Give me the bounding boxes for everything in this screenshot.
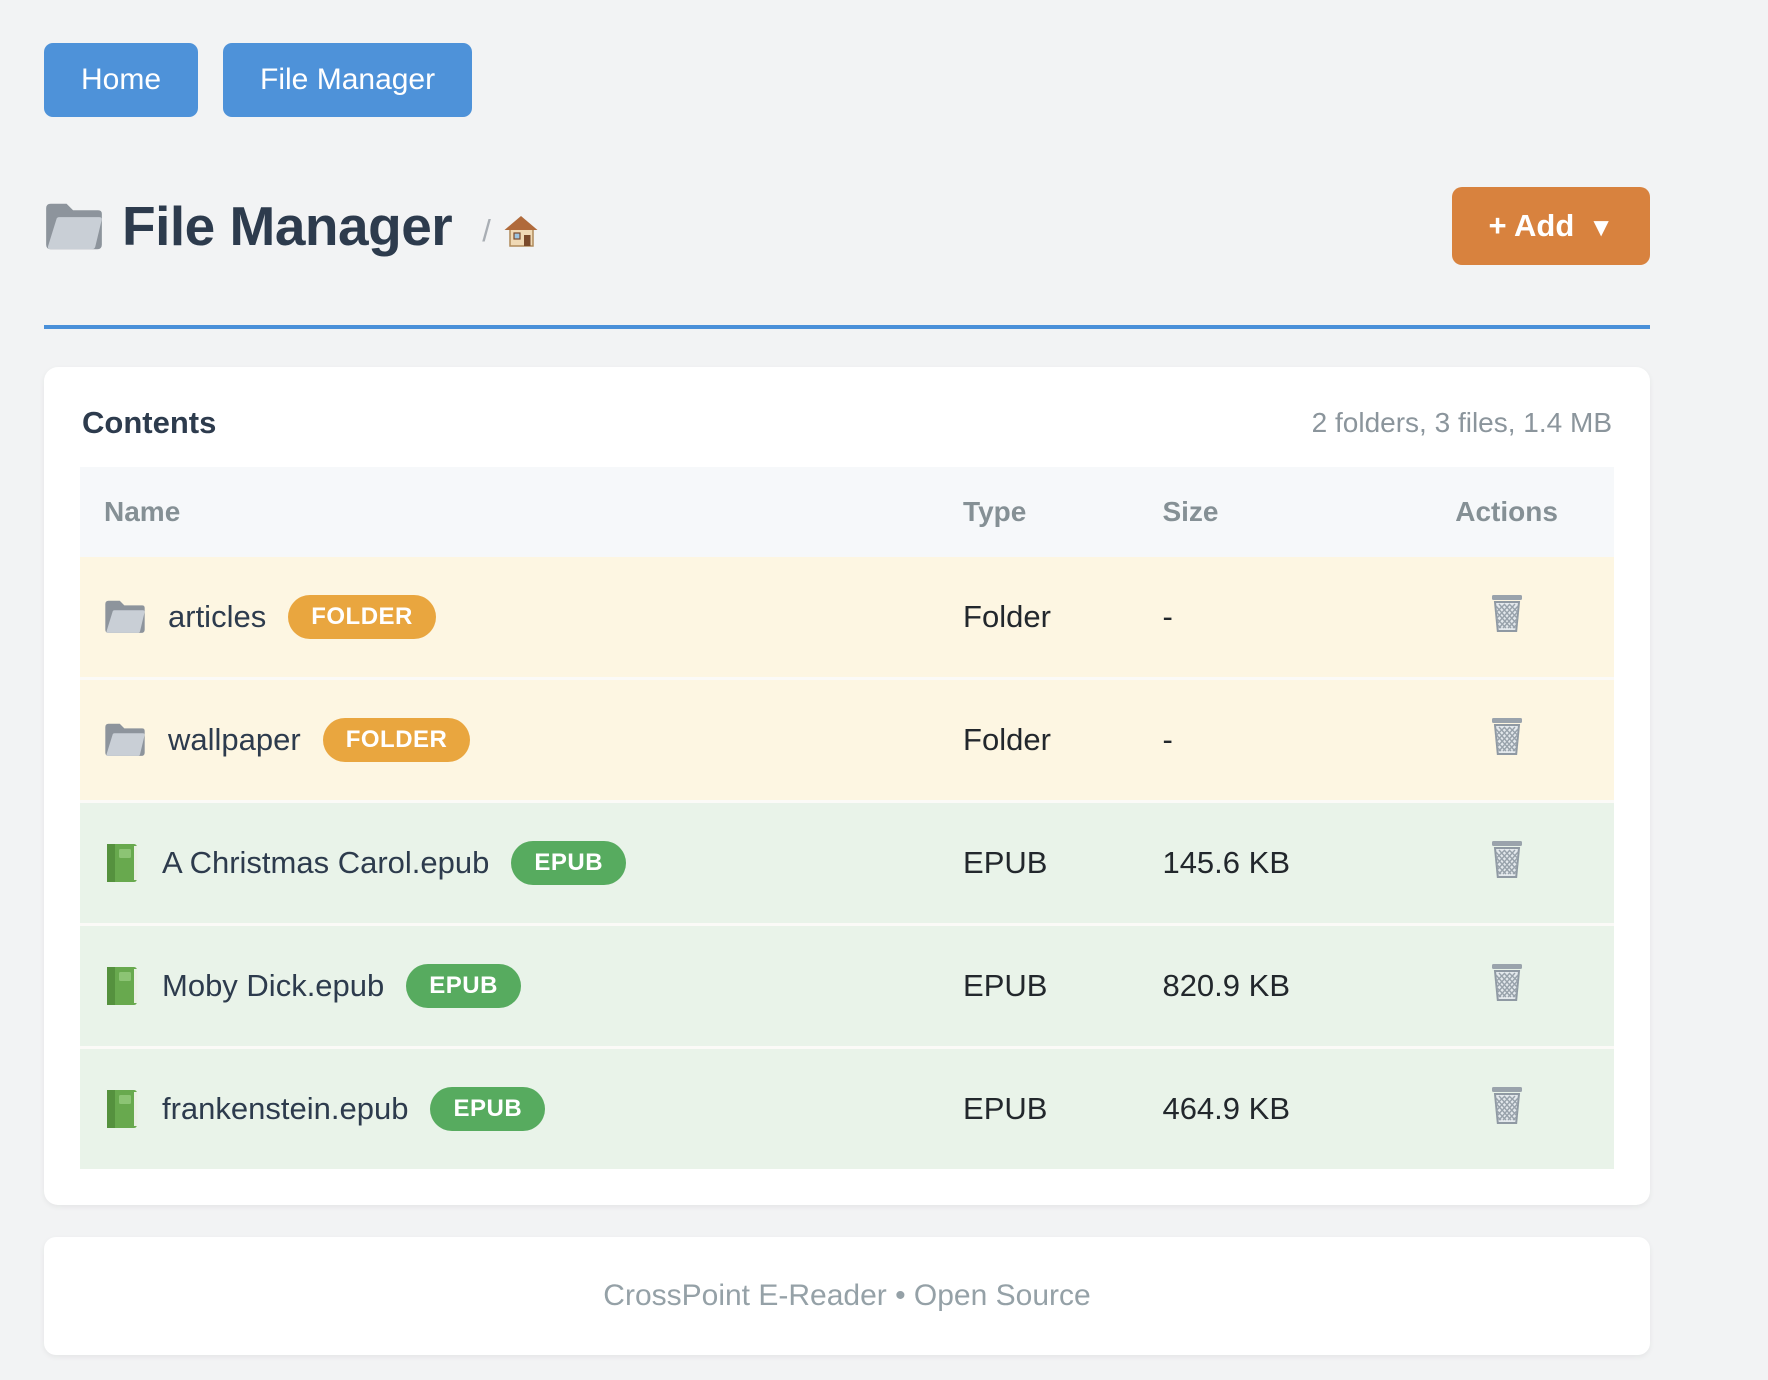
- home-nav-button[interactable]: Home: [44, 43, 199, 117]
- footer-text: CrossPoint E-Reader • Open Source: [603, 1279, 1091, 1312]
- type-cell: EPUB: [939, 923, 1139, 1048]
- column-header-actions: Actions: [1399, 467, 1614, 557]
- size-cell: -: [1138, 557, 1400, 679]
- trash-icon: [1489, 839, 1525, 879]
- table-row: frankenstein.epub EPUB EPUB 464.9 KB: [80, 1046, 1614, 1169]
- page: Home File Manager File Manager / + Add ▼ …: [44, 0, 1650, 1355]
- book-icon: [104, 965, 140, 1007]
- folder-link[interactable]: wallpaper FOLDER: [104, 717, 915, 763]
- trash-icon: [1489, 962, 1525, 1002]
- chevron-down-icon: ▼: [1588, 212, 1614, 242]
- file-name: wallpaper: [168, 721, 301, 757]
- size-cell: 820.9 KB: [1138, 923, 1400, 1048]
- delete-button[interactable]: [1489, 593, 1525, 633]
- table-header-row: Name Type Size Actions: [80, 467, 1614, 557]
- book-icon: [104, 842, 140, 884]
- table-row: A Christmas Carol.epub EPUB EPUB 145.6 K…: [80, 800, 1614, 925]
- type-cell: Folder: [939, 677, 1139, 802]
- add-button[interactable]: + Add ▼: [1452, 187, 1650, 265]
- folder-icon: [104, 721, 146, 758]
- title-wrap: File Manager /: [44, 194, 539, 258]
- home-icon[interactable]: [503, 214, 539, 248]
- header-divider: [44, 325, 1650, 329]
- breadcrumb-separator: /: [482, 213, 491, 248]
- trash-icon: [1489, 1085, 1525, 1125]
- file-link[interactable]: A Christmas Carol.epub EPUB: [104, 840, 915, 886]
- contents-card: Contents 2 folders, 3 files, 1.4 MB Name…: [44, 367, 1650, 1205]
- delete-button[interactable]: [1489, 716, 1525, 756]
- file-link[interactable]: frankenstein.epub EPUB: [104, 1086, 915, 1132]
- type-cell: EPUB: [939, 1046, 1139, 1169]
- contents-heading: Contents: [82, 405, 217, 440]
- epub-badge: EPUB: [511, 840, 627, 886]
- file-name: Moby Dick.epub: [162, 967, 385, 1003]
- size-cell: 145.6 KB: [1138, 800, 1400, 925]
- add-button-label: + Add: [1488, 208, 1575, 243]
- folder-icon: [44, 200, 104, 252]
- table-row: Moby Dick.epub EPUB EPUB 820.9 KB: [80, 923, 1614, 1048]
- column-header-size: Size: [1138, 467, 1400, 557]
- file-name: A Christmas Carol.epub: [162, 844, 490, 880]
- file-manager-nav-button[interactable]: File Manager: [223, 43, 473, 117]
- size-cell: -: [1138, 677, 1400, 802]
- page-title: File Manager: [122, 195, 453, 257]
- epub-badge: EPUB: [406, 963, 521, 1009]
- book-icon: [104, 1088, 140, 1130]
- folder-badge: FOLDER: [288, 594, 436, 640]
- breadcrumb: /: [482, 203, 539, 249]
- file-link[interactable]: Moby Dick.epub EPUB: [104, 963, 915, 1009]
- footer: CrossPoint E-Reader • Open Source: [44, 1237, 1650, 1355]
- folder-icon: [104, 598, 146, 635]
- type-cell: EPUB: [939, 800, 1139, 925]
- epub-badge: EPUB: [430, 1086, 546, 1132]
- file-table: Name Type Size Actions articles FOLDER: [80, 467, 1614, 1169]
- delete-button[interactable]: [1489, 962, 1525, 1002]
- table-row: wallpaper FOLDER Folder -: [80, 677, 1614, 802]
- folder-link[interactable]: articles FOLDER: [104, 594, 915, 640]
- folder-badge: FOLDER: [322, 717, 471, 763]
- top-navigation: Home File Manager: [44, 0, 1650, 117]
- trash-icon: [1489, 593, 1525, 633]
- trash-icon: [1489, 716, 1525, 756]
- file-name: frankenstein.epub: [162, 1090, 409, 1126]
- delete-button[interactable]: [1489, 839, 1525, 879]
- column-header-type: Type: [939, 467, 1139, 557]
- page-header: File Manager / + Add ▼: [44, 187, 1650, 265]
- delete-button[interactable]: [1489, 1085, 1525, 1125]
- size-cell: 464.9 KB: [1138, 1046, 1400, 1169]
- column-header-name: Name: [80, 467, 940, 557]
- contents-summary: 2 folders, 3 files, 1.4 MB: [1311, 407, 1612, 438]
- file-name: articles: [168, 598, 267, 634]
- table-row: articles FOLDER Folder -: [80, 557, 1614, 679]
- card-head: Contents 2 folders, 3 files, 1.4 MB: [80, 403, 1614, 441]
- type-cell: Folder: [939, 557, 1139, 679]
